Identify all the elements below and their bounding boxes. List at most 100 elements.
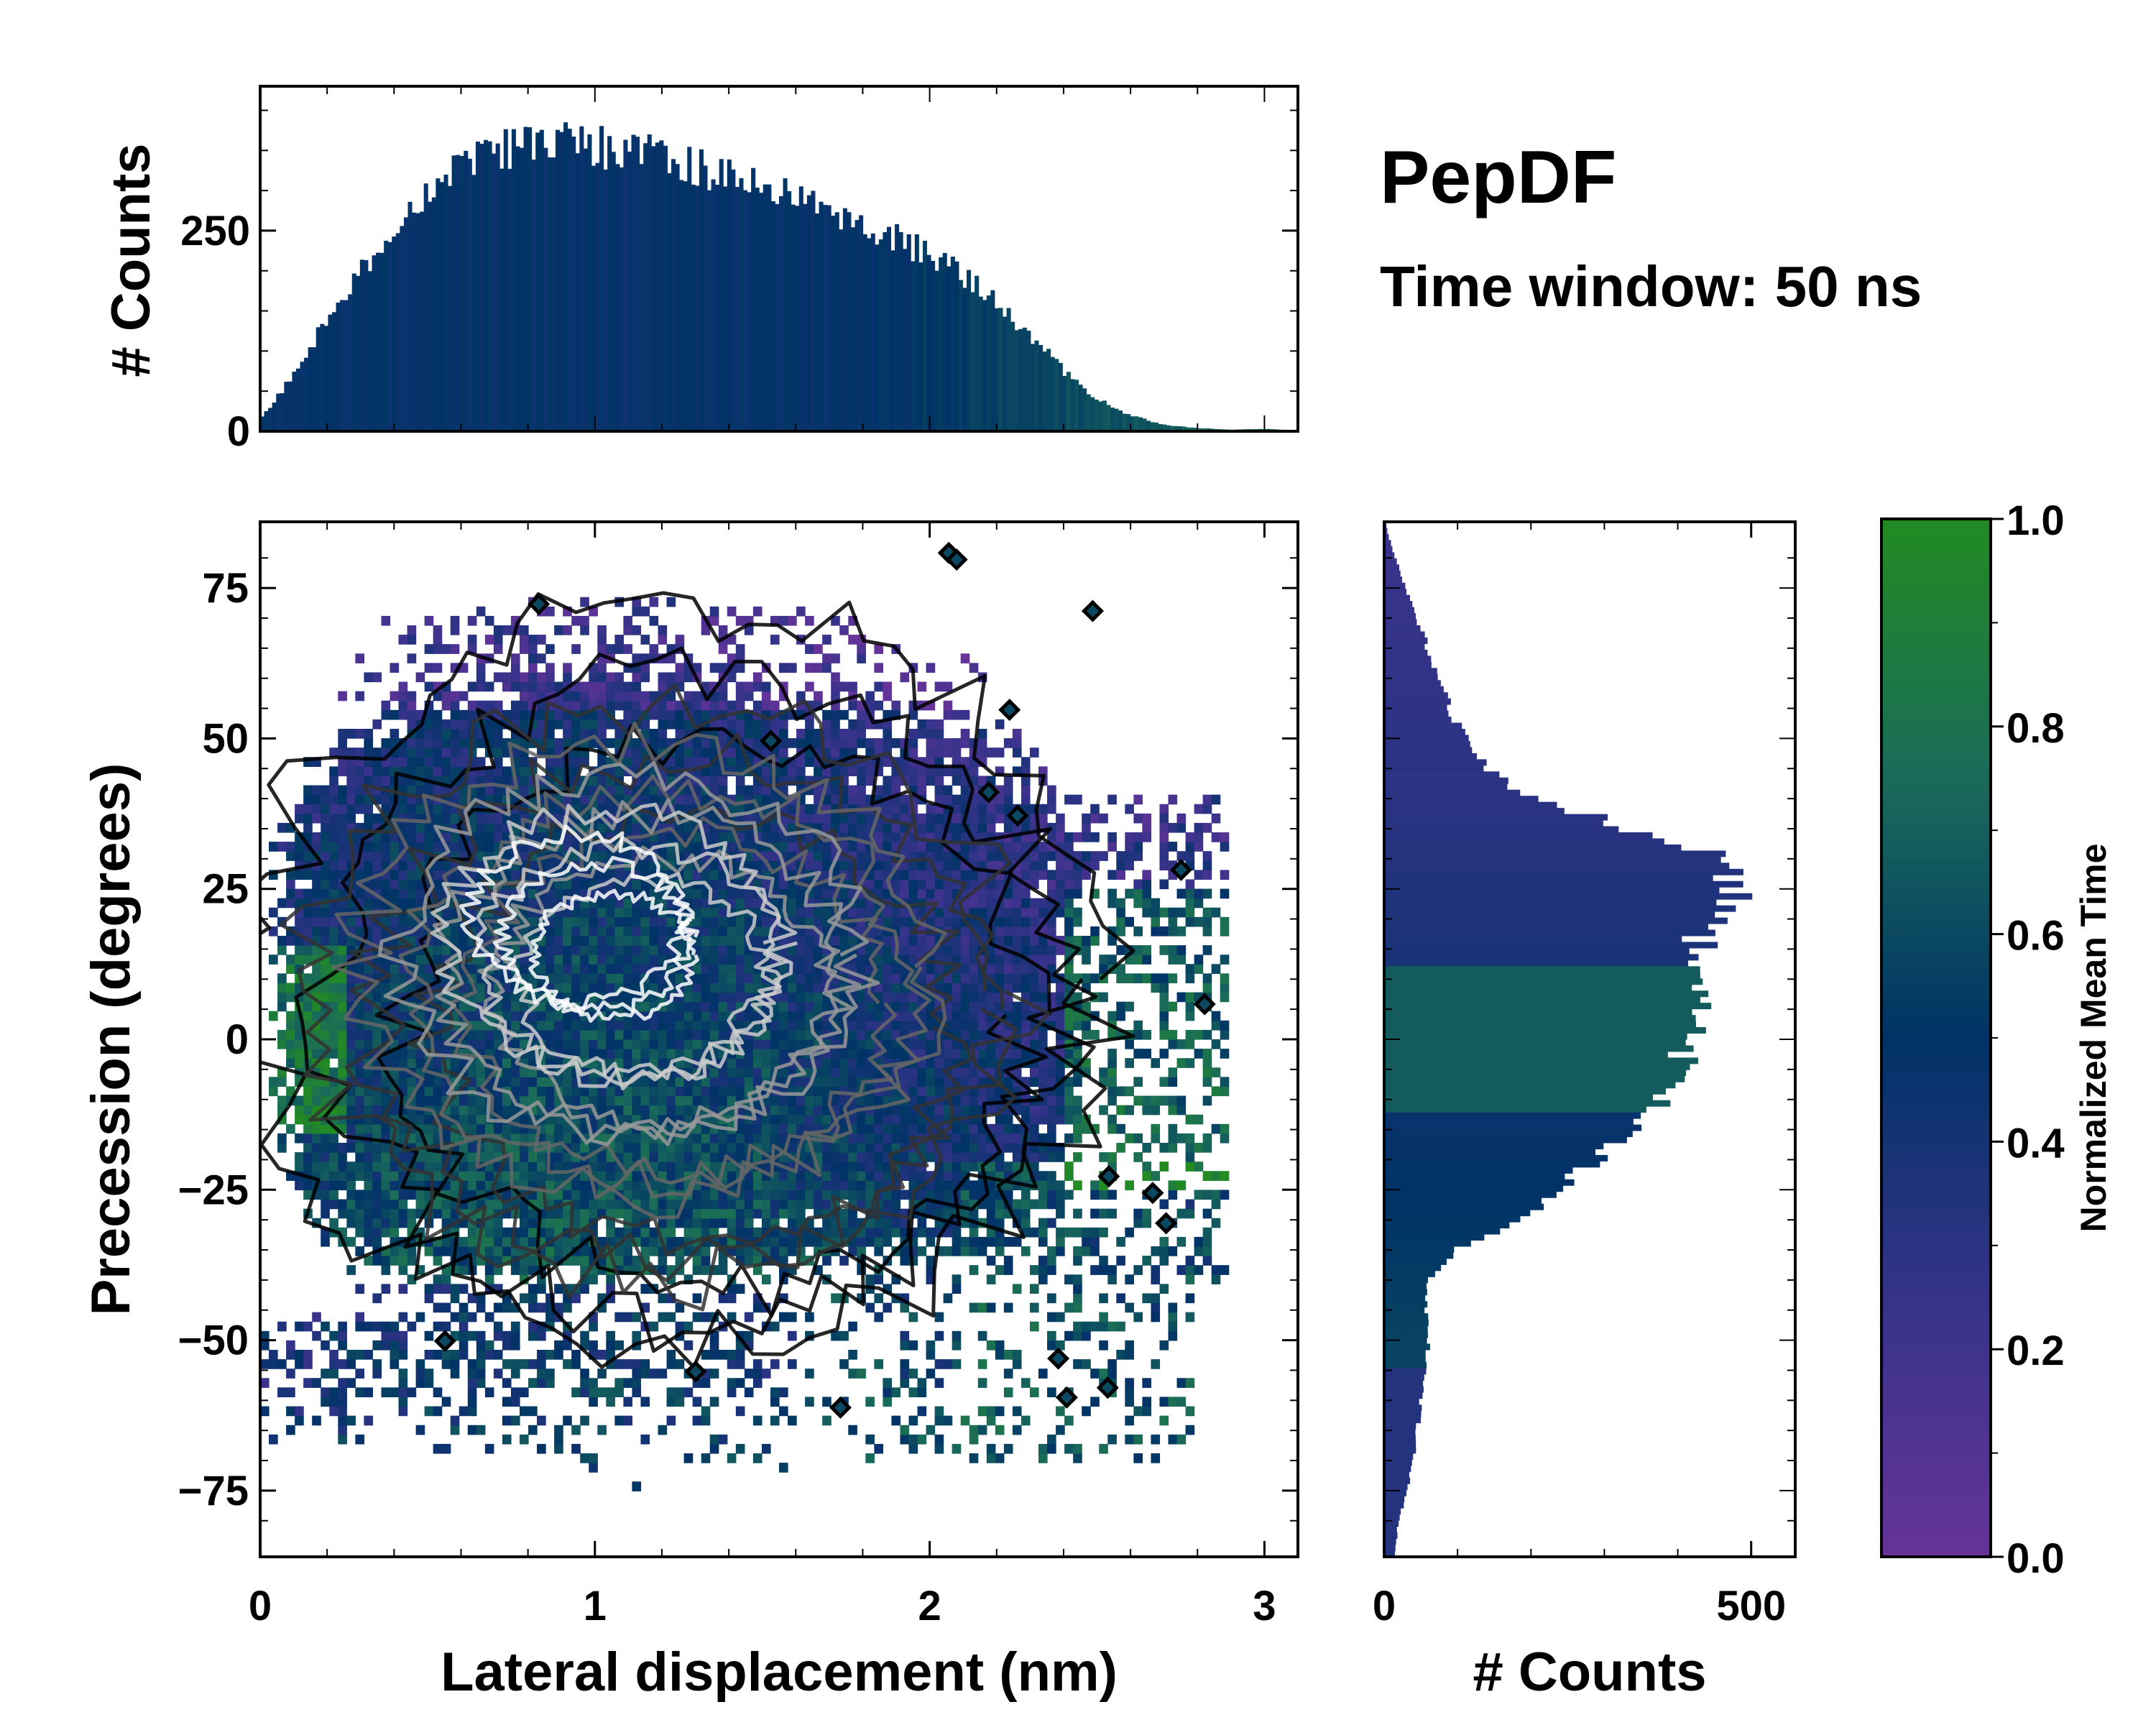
heatmap-cell xyxy=(580,1415,589,1426)
heatmap-cell xyxy=(312,1011,321,1021)
heatmap-cell xyxy=(433,1199,443,1210)
heatmap-cell xyxy=(727,1086,737,1097)
heatmap-cell xyxy=(788,615,797,626)
heatmap-cell xyxy=(381,1227,391,1238)
heatmap-cell xyxy=(346,1208,356,1219)
heatmap-cell xyxy=(770,719,780,730)
heatmap-cell xyxy=(563,1133,572,1144)
heatmap-cell xyxy=(770,1020,780,1031)
heatmap-cell xyxy=(312,1143,321,1153)
heatmap-cell xyxy=(632,907,642,918)
heatmap-cell xyxy=(848,729,857,739)
heatmap-cell xyxy=(415,954,425,965)
heatmap-cell xyxy=(321,936,330,946)
heatmap-cell xyxy=(796,945,806,955)
heatmap-cell xyxy=(277,973,287,984)
heatmap-cell xyxy=(814,813,823,824)
heatmap-cell xyxy=(321,1123,330,1134)
heatmap-cell xyxy=(390,1350,400,1360)
heatmap-cell xyxy=(321,907,330,918)
heatmap-cell xyxy=(537,1020,546,1031)
heatmap-cell xyxy=(269,1434,278,1445)
heatmap-cell xyxy=(338,842,347,852)
heatmap-cell xyxy=(597,898,607,908)
heatmap-cell xyxy=(372,926,382,937)
heatmap-cell xyxy=(355,1284,364,1294)
heatmap-cell xyxy=(692,709,702,720)
heatmap-cell xyxy=(528,663,538,673)
heatmap-cell xyxy=(727,1359,737,1369)
heatmap-cell xyxy=(614,1340,624,1351)
heatmap-cell xyxy=(459,729,469,739)
heatmap-cell xyxy=(295,1058,304,1068)
heatmap-cell xyxy=(727,1171,737,1181)
heatmap-cell xyxy=(632,691,642,702)
heatmap-cell xyxy=(822,663,831,673)
heatmap-cell xyxy=(831,813,840,824)
heatmap-cell xyxy=(484,1387,494,1398)
heatmap-cell xyxy=(926,1236,936,1247)
heatmap-cell xyxy=(926,1105,936,1116)
heatmap-cell xyxy=(441,813,451,824)
heatmap-cell xyxy=(908,1368,918,1379)
heatmap-cell xyxy=(822,888,831,899)
heatmap-cell xyxy=(372,719,382,730)
heatmap-cell xyxy=(770,1190,780,1200)
heatmap-cell xyxy=(865,1453,875,1463)
heatmap-cell xyxy=(891,1190,901,1200)
heatmap-cell xyxy=(675,663,685,673)
heatmap-cell xyxy=(796,983,806,993)
heatmap-cell xyxy=(597,945,607,955)
heatmap-cell xyxy=(744,1077,754,1087)
heatmap-cell xyxy=(329,851,338,861)
heatmap-cell xyxy=(277,1077,287,1087)
heatmap-cell xyxy=(658,1058,668,1068)
heatmap-cell xyxy=(580,907,589,918)
heatmap-cell xyxy=(364,1105,374,1116)
heatmap-cell xyxy=(407,1256,417,1266)
heatmap-cell xyxy=(407,691,417,702)
heatmap-cell xyxy=(796,1011,806,1021)
heatmap-cell xyxy=(788,1208,797,1219)
heatmap-cell xyxy=(701,1086,711,1097)
heatmap-cell xyxy=(709,1152,719,1162)
heatmap-cell xyxy=(683,672,694,683)
heatmap-cell xyxy=(623,964,633,974)
heatmap-cell xyxy=(666,1397,676,1407)
heatmap-cell xyxy=(891,1199,901,1210)
heatmap-cell xyxy=(545,1086,555,1097)
heatmap-cell xyxy=(848,1029,857,1040)
heatmap-cell xyxy=(355,653,364,663)
heatmap-cell xyxy=(372,766,382,777)
heatmap-cell xyxy=(701,1415,711,1426)
heatmap-cell xyxy=(623,1058,633,1068)
heatmap-cell xyxy=(831,785,840,796)
heatmap-cell xyxy=(329,1029,338,1040)
heatmap-cell xyxy=(459,1321,469,1332)
heatmap-cell xyxy=(286,1123,295,1134)
heatmap-cell xyxy=(761,1133,771,1144)
heatmap-cell xyxy=(761,1058,771,1068)
heatmap-cell xyxy=(303,1086,313,1097)
heatmap-cell xyxy=(857,1236,866,1247)
heatmap-cell xyxy=(908,1114,918,1125)
heatmap-cell xyxy=(476,1350,486,1360)
heatmap-cell xyxy=(718,1218,728,1228)
heatmap-cell xyxy=(520,1208,529,1219)
heatmap-cell xyxy=(917,1123,927,1134)
heatmap-cell xyxy=(848,813,857,824)
heatmap-cell xyxy=(831,1077,840,1087)
heatmap-cell xyxy=(545,672,555,683)
heatmap-cell xyxy=(554,916,563,927)
heatmap-cell xyxy=(563,1029,572,1040)
heatmap-cell xyxy=(874,1095,883,1106)
heatmap-cell xyxy=(537,1378,546,1388)
heatmap-cell xyxy=(752,729,763,739)
heatmap-cell xyxy=(709,954,719,965)
heatmap-cell xyxy=(632,964,642,974)
heatmap-cell xyxy=(822,1415,831,1426)
heatmap-cell xyxy=(476,992,486,1003)
heatmap-cell xyxy=(788,738,797,748)
heatmap-cell xyxy=(424,1086,434,1097)
heatmap-cell xyxy=(623,1208,633,1219)
